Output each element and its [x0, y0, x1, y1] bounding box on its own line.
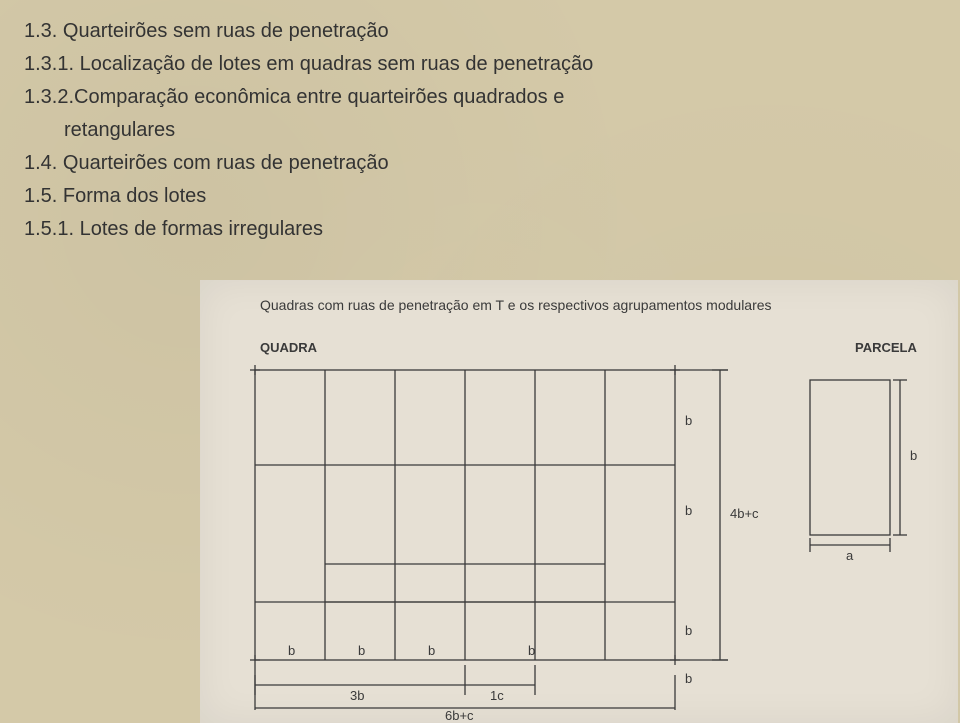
line-1-3-2b: retangulares	[24, 117, 936, 144]
label-parcela: PARCELA	[855, 340, 917, 355]
label-3b: 3b	[350, 688, 364, 703]
line-1-3-1: 1.3.1. Localização de lotes em quadras s…	[24, 51, 936, 78]
outline-text: 1.3. Quarteirões sem ruas de penetração …	[0, 0, 960, 243]
label-b-c2: b	[358, 643, 365, 658]
line-1-3: 1.3. Quarteirões sem ruas de penetração	[24, 18, 936, 45]
dim-bottom: 3b 1c 6b+c	[255, 665, 675, 723]
label-quadra: QUADRA	[260, 340, 318, 355]
label-b-r2: b	[685, 503, 692, 518]
diagram-container: Quadras com ruas de penetração em T e os…	[200, 280, 958, 723]
label-b-r3: b	[685, 623, 692, 638]
line-1-4: 1.4. Quarteirões com ruas de penetração	[24, 150, 936, 177]
label-b-c4: b	[528, 643, 535, 658]
line-1-5: 1.5. Forma dos lotes	[24, 183, 936, 210]
label-1c: 1c	[490, 688, 504, 703]
label-b-r4: b	[685, 671, 692, 686]
line-1-5-1: 1.5.1. Lotes de formas irregulares	[24, 216, 936, 243]
parcela-block: a b	[810, 380, 917, 563]
label-b-r1: b	[685, 413, 692, 428]
label-b-c3: b	[428, 643, 435, 658]
quadra-block	[255, 370, 675, 660]
diagram-svg: Quadras com ruas de penetração em T e os…	[200, 280, 958, 723]
label-a: a	[846, 548, 854, 563]
line-1-3-2a: 1.3.2.Comparação econômica entre quartei…	[24, 84, 936, 111]
diagram-title-text: Quadras com ruas de penetração em T e os…	[260, 297, 772, 313]
label-b-parcela: b	[910, 448, 917, 463]
label-4bc: 4b+c	[730, 506, 759, 521]
label-6bc: 6b+c	[445, 708, 474, 723]
label-b-c1: b	[288, 643, 295, 658]
